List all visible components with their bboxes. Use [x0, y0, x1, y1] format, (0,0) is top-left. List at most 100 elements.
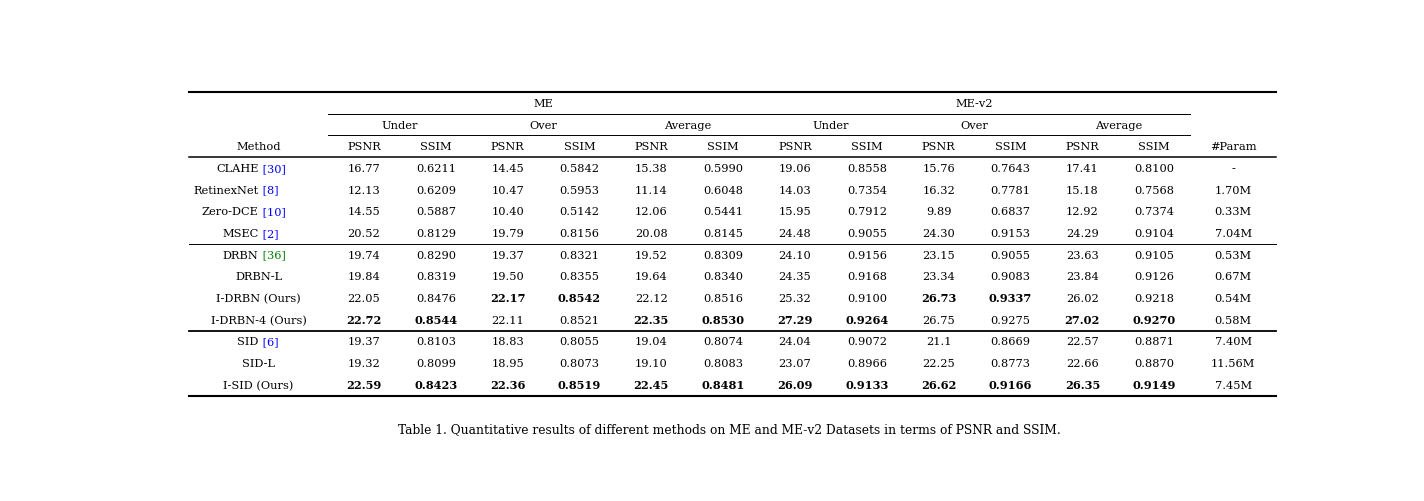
Text: 0.9337: 0.9337: [988, 293, 1032, 304]
Text: 0.9126: 0.9126: [1134, 272, 1175, 282]
Text: I-DRBN-4 (Ours): I-DRBN-4 (Ours): [211, 315, 306, 325]
Text: #Param: #Param: [1210, 142, 1256, 152]
Text: 0.8519: 0.8519: [558, 379, 601, 390]
Text: 0.9104: 0.9104: [1134, 228, 1175, 238]
Text: 0.8055: 0.8055: [560, 337, 600, 347]
Text: 0.8542: 0.8542: [558, 293, 601, 304]
Text: 23.84: 23.84: [1067, 272, 1099, 282]
Text: 20.08: 20.08: [635, 228, 668, 238]
Text: 19.84: 19.84: [347, 272, 380, 282]
Text: ME-v2: ME-v2: [956, 99, 994, 109]
Text: 7.04M: 7.04M: [1215, 228, 1252, 238]
Text: PSNR: PSNR: [778, 142, 812, 152]
Text: 19.79: 19.79: [491, 228, 524, 238]
Text: [2]: [2]: [259, 228, 278, 238]
Text: Under: Under: [382, 120, 419, 130]
Text: 0.6209: 0.6209: [416, 185, 456, 195]
Text: 15.38: 15.38: [635, 164, 668, 174]
Text: 0.9275: 0.9275: [991, 315, 1031, 325]
Text: 24.35: 24.35: [779, 272, 812, 282]
Text: 19.37: 19.37: [491, 250, 524, 260]
Text: 0.5441: 0.5441: [703, 207, 743, 217]
Text: 0.5953: 0.5953: [560, 185, 600, 195]
Text: SSIM: SSIM: [852, 142, 883, 152]
Text: RetinexNet: RetinexNet: [194, 185, 259, 195]
Text: [8]: [8]: [259, 185, 278, 195]
Text: 27.02: 27.02: [1065, 315, 1099, 326]
Text: Table 1. Quantitative results of different methods on ME and ME-v2 Datasets in t: Table 1. Quantitative results of differe…: [399, 422, 1061, 435]
Text: I-SID (Ours): I-SID (Ours): [224, 380, 293, 390]
Text: 0.5887: 0.5887: [416, 207, 456, 217]
Text: 24.29: 24.29: [1067, 228, 1099, 238]
Text: 0.8355: 0.8355: [560, 272, 600, 282]
Text: 0.7912: 0.7912: [847, 207, 887, 217]
Text: [10]: [10]: [259, 207, 285, 217]
Text: Under: Under: [813, 120, 849, 130]
Text: 0.5842: 0.5842: [560, 164, 600, 174]
Text: 20.52: 20.52: [347, 228, 380, 238]
Text: 18.83: 18.83: [491, 337, 524, 347]
Text: 0.7643: 0.7643: [991, 164, 1031, 174]
Text: 22.25: 22.25: [923, 358, 956, 368]
Text: DRBN: DRBN: [222, 250, 259, 260]
Text: 11.56M: 11.56M: [1210, 358, 1256, 368]
Text: 0.9153: 0.9153: [991, 228, 1031, 238]
Text: Over: Over: [961, 120, 988, 130]
Text: 22.35: 22.35: [634, 315, 669, 326]
Text: ME: ME: [534, 99, 554, 109]
Text: 14.03: 14.03: [779, 185, 812, 195]
Text: SID-L: SID-L: [242, 358, 275, 368]
Text: 0.8558: 0.8558: [847, 164, 887, 174]
Text: 19.37: 19.37: [347, 337, 380, 347]
Text: 15.18: 15.18: [1067, 185, 1099, 195]
Text: 15.76: 15.76: [923, 164, 956, 174]
Text: 12.92: 12.92: [1067, 207, 1099, 217]
Text: 19.52: 19.52: [635, 250, 668, 260]
Text: 18.95: 18.95: [491, 358, 524, 368]
Text: 23.34: 23.34: [923, 272, 956, 282]
Text: 19.50: 19.50: [491, 272, 524, 282]
Text: 0.8871: 0.8871: [1134, 337, 1175, 347]
Text: 0.7568: 0.7568: [1134, 185, 1175, 195]
Text: CLAHE: CLAHE: [216, 164, 259, 174]
Text: 0.8340: 0.8340: [703, 272, 743, 282]
Text: SSIM: SSIM: [995, 142, 1027, 152]
Text: 0.8544: 0.8544: [414, 315, 457, 326]
Text: 22.57: 22.57: [1067, 337, 1099, 347]
Text: 0.9072: 0.9072: [847, 337, 887, 347]
Text: 26.73: 26.73: [921, 293, 957, 304]
Text: 0.8870: 0.8870: [1134, 358, 1175, 368]
Text: 0.9168: 0.9168: [847, 272, 887, 282]
Text: 10.40: 10.40: [491, 207, 524, 217]
Text: 26.62: 26.62: [921, 379, 957, 390]
Text: 0.9055: 0.9055: [991, 250, 1031, 260]
Text: 0.5142: 0.5142: [560, 207, 600, 217]
Text: 0.8145: 0.8145: [703, 228, 743, 238]
Text: 0.9264: 0.9264: [846, 315, 889, 326]
Text: 0.8100: 0.8100: [1134, 164, 1175, 174]
Text: 23.15: 23.15: [923, 250, 956, 260]
Text: 0.9133: 0.9133: [844, 379, 889, 390]
Text: 0.54M: 0.54M: [1215, 294, 1252, 304]
Text: -: -: [1232, 164, 1235, 174]
Text: 0.7354: 0.7354: [847, 185, 887, 195]
Text: [36]: [36]: [259, 250, 285, 260]
Text: 21.1: 21.1: [926, 337, 951, 347]
Text: 22.72: 22.72: [346, 315, 382, 326]
Text: 0.9149: 0.9149: [1132, 379, 1176, 390]
Text: 24.04: 24.04: [779, 337, 812, 347]
Text: PSNR: PSNR: [347, 142, 380, 152]
Text: I-DRBN (Ours): I-DRBN (Ours): [216, 293, 300, 304]
Text: 19.10: 19.10: [635, 358, 668, 368]
Text: 25.32: 25.32: [779, 294, 812, 304]
Text: 0.67M: 0.67M: [1215, 272, 1252, 282]
Text: 0.9083: 0.9083: [991, 272, 1031, 282]
Text: [30]: [30]: [259, 164, 285, 174]
Text: 19.32: 19.32: [347, 358, 380, 368]
Text: 0.8309: 0.8309: [703, 250, 743, 260]
Text: SSIM: SSIM: [708, 142, 739, 152]
Text: 0.8156: 0.8156: [560, 228, 600, 238]
Text: 26.35: 26.35: [1065, 379, 1099, 390]
Text: PSNR: PSNR: [1065, 142, 1099, 152]
Text: 24.10: 24.10: [779, 250, 812, 260]
